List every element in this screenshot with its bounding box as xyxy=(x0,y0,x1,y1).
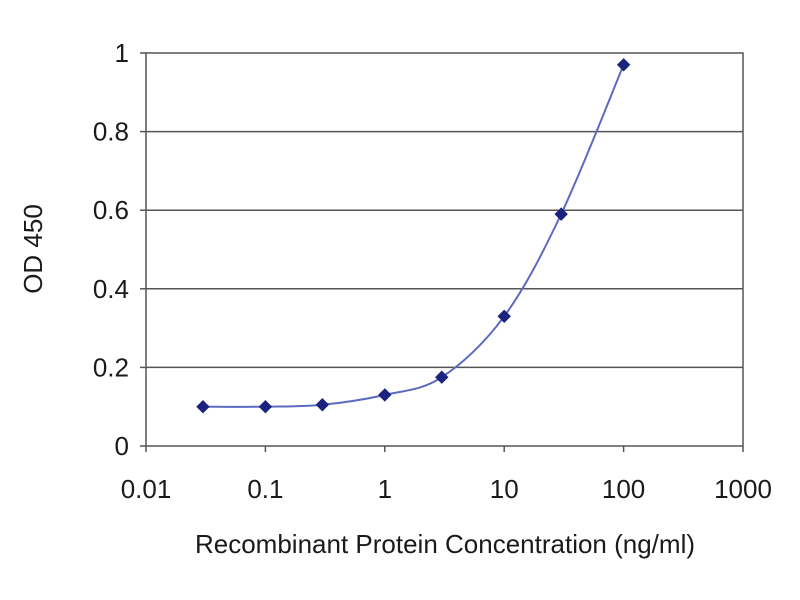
data-point-marker xyxy=(497,309,511,324)
x-tick-label: 0.1 xyxy=(247,474,283,504)
data-point-marker xyxy=(616,58,631,72)
x-tick-label: 0.01 xyxy=(121,474,172,504)
y-tick-label: 0.6 xyxy=(93,195,129,225)
data-point-marker xyxy=(196,399,210,414)
plot-area xyxy=(145,52,744,447)
x-tick-label: 1 xyxy=(378,474,392,504)
y-tick-label: 0.8 xyxy=(93,117,129,147)
data-point-marker xyxy=(554,207,568,221)
x-tick-label: 10 xyxy=(490,474,519,504)
data-point-marker xyxy=(258,399,273,414)
data-point-marker xyxy=(435,370,449,384)
y-tick-label: 0 xyxy=(115,431,129,461)
x-tick-label: 1000 xyxy=(714,474,772,504)
x-axis-title: Recombinant Protein Concentration (ng/ml… xyxy=(195,529,695,559)
data-markers xyxy=(196,58,631,414)
y-tick-label: 1 xyxy=(115,38,129,68)
data-point-marker xyxy=(378,388,392,402)
y-axis-title: OD 450 xyxy=(18,204,48,294)
gridlines xyxy=(146,130,743,369)
data-point-marker xyxy=(315,398,330,412)
x-tick-label: 100 xyxy=(602,474,645,504)
y-tick-label: 0.4 xyxy=(93,274,129,304)
y-tick-label: 0.2 xyxy=(93,352,129,382)
tick-labels: 0 0.2 0.4 0.6 0.8 1 0.01 0.1 1 10 100 1000 xyxy=(93,38,772,504)
